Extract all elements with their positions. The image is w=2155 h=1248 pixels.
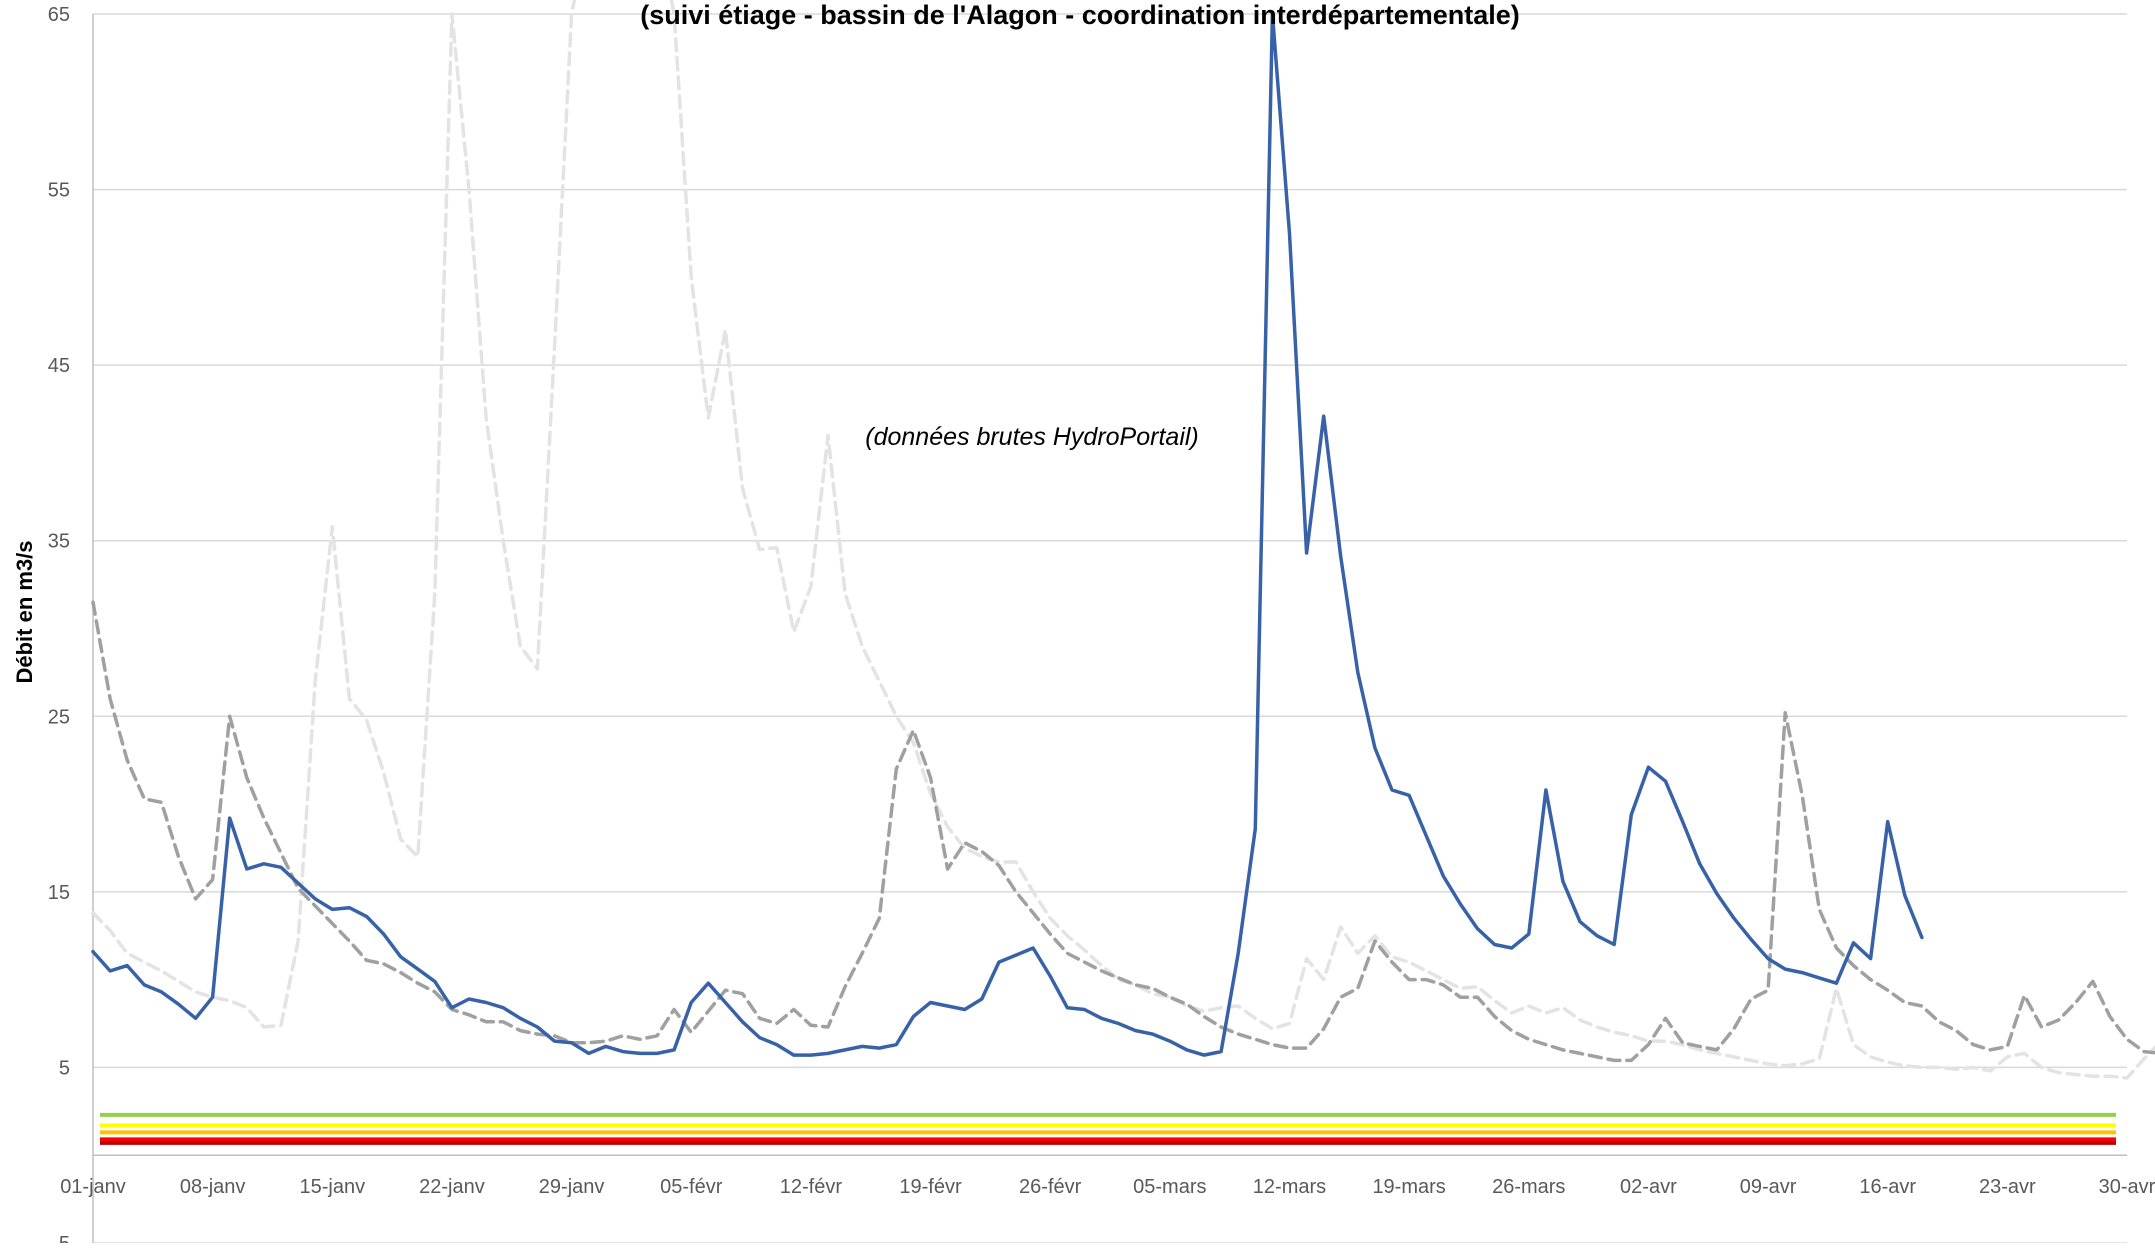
x-tick-label-12: 26-mars — [1492, 1176, 1565, 1198]
y-tick-labels: -5 5 15 25 35 45 55 65 — [48, 4, 70, 1248]
x-tick-label-8: 26-févr — [1019, 1176, 1082, 1198]
y-tick-label-1: 5 — [59, 1057, 70, 1079]
threshold-lines — [100, 1112, 2116, 1145]
series-line-1 — [91, 600, 2155, 1063]
x-tick-label-16: 23-avr — [1979, 1176, 2036, 1198]
x-tick-label-7: 19-févr — [899, 1176, 962, 1198]
y-tick-label-7: 65 — [48, 4, 70, 26]
x-tick-label-6: 12-févr — [780, 1176, 843, 1198]
gridlines — [93, 13, 2127, 1244]
series-lines — [91, 0, 2155, 1080]
x-tick-label-3: 22-janv — [419, 1176, 485, 1198]
y-tick-label-0: -5 — [52, 1233, 70, 1243]
x-tick-label-14: 09-avr — [1740, 1176, 1797, 1198]
x-tick-labels: 01-janv 08-janv 15-janv 22-janv 29-janv 05-fé… — [60, 1176, 2155, 1198]
x-tick-label-0: 01-janv — [60, 1176, 126, 1198]
y-axis-label: Débit en m3/s — [12, 540, 37, 683]
series-line-0 — [91, 0, 2155, 1080]
x-tick-label-4: 29-janv — [539, 1176, 605, 1198]
x-tick-label-11: 19-mars — [1372, 1176, 1445, 1198]
x-tick-label-15: 16-avr — [1859, 1176, 1916, 1198]
x-tick-label-13: 02-avr — [1620, 1176, 1677, 1198]
axes — [92, 14, 2127, 1243]
y-tick-label-2: 15 — [48, 882, 70, 904]
y-tick-label-5: 45 — [48, 355, 70, 377]
x-tick-label-9: 05-mars — [1133, 1176, 1206, 1198]
x-tick-label-17: 30-avr — [2099, 1176, 2155, 1198]
y-tick-label-6: 55 — [48, 180, 70, 202]
x-tick-label-5: 05-févr — [660, 1176, 723, 1198]
series-line-2 — [91, 12, 1924, 1057]
y-tick-label-4: 35 — [48, 531, 70, 553]
x-tick-label-10: 12-mars — [1253, 1176, 1326, 1198]
chart-annotation: (données brutes HydroPortail) — [865, 423, 1199, 451]
x-tick-label-1: 08-janv — [180, 1176, 246, 1198]
y-tick-label-3: 25 — [48, 706, 70, 728]
chart-title: (suivi étiage - bassin de l'Alagon - coo… — [640, 0, 1520, 30]
x-tick-label-2: 15-janv — [299, 1176, 365, 1198]
